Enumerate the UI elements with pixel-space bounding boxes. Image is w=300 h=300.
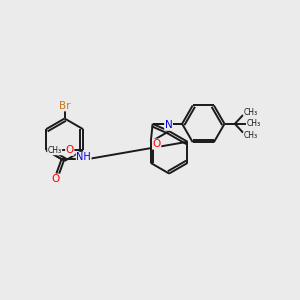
Text: N: N bbox=[165, 120, 172, 130]
Text: Br: Br bbox=[59, 101, 70, 111]
Text: O: O bbox=[152, 139, 161, 149]
Text: O: O bbox=[52, 174, 60, 184]
Text: CH₃: CH₃ bbox=[247, 119, 261, 128]
Text: CH₃: CH₃ bbox=[244, 108, 258, 117]
Text: O: O bbox=[66, 145, 74, 155]
Text: CH₃: CH₃ bbox=[48, 146, 62, 155]
Text: NH: NH bbox=[76, 152, 91, 162]
Text: CH₃: CH₃ bbox=[244, 130, 258, 140]
